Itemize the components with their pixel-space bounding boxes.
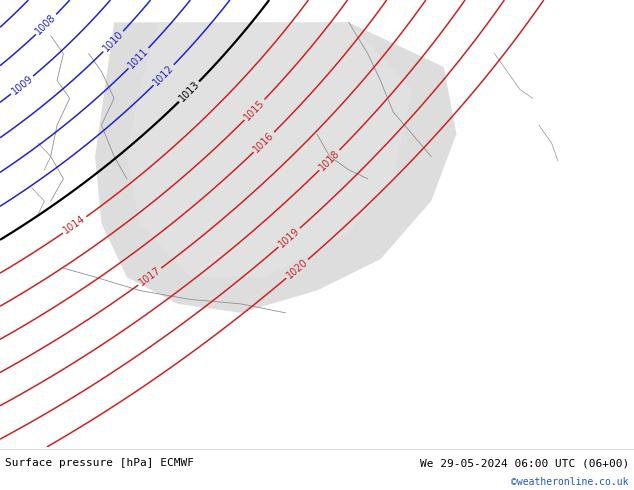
Text: 1019: 1019 — [276, 226, 302, 249]
Text: 1014: 1014 — [61, 214, 87, 236]
Text: 1017: 1017 — [137, 265, 162, 288]
Text: 1009: 1009 — [10, 74, 35, 97]
Text: ©weatheronline.co.uk: ©weatheronline.co.uk — [512, 477, 629, 487]
Text: 1016: 1016 — [252, 130, 276, 154]
Text: 1018: 1018 — [317, 148, 342, 172]
Text: 1020: 1020 — [285, 257, 310, 281]
Polygon shape — [127, 23, 412, 277]
Text: Surface pressure [hPa] ECMWF: Surface pressure [hPa] ECMWF — [5, 458, 194, 468]
Text: 1012: 1012 — [152, 63, 176, 87]
Polygon shape — [95, 23, 456, 313]
Text: 1015: 1015 — [242, 98, 267, 122]
Text: 1011: 1011 — [126, 46, 151, 71]
Text: 1013: 1013 — [177, 79, 201, 104]
Text: 1008: 1008 — [34, 12, 58, 37]
Text: 1010: 1010 — [101, 29, 126, 54]
Text: We 29-05-2024 06:00 UTC (06+00): We 29-05-2024 06:00 UTC (06+00) — [420, 458, 629, 468]
